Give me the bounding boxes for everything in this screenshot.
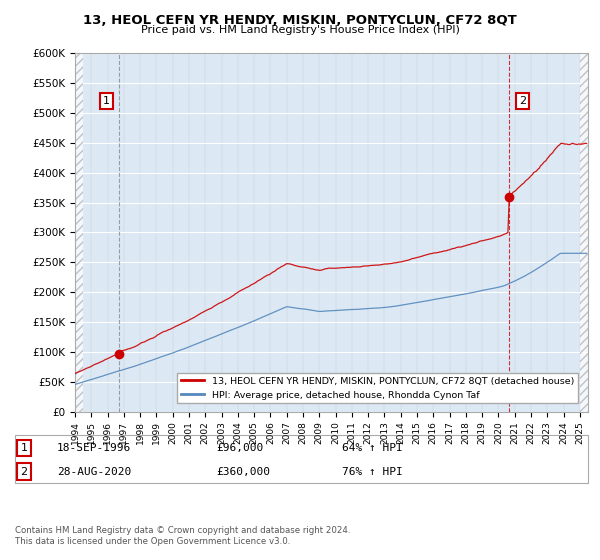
Text: £96,000: £96,000 <box>216 443 263 453</box>
Text: 1: 1 <box>20 443 28 453</box>
Legend: 13, HEOL CEFN YR HENDY, MISKIN, PONTYCLUN, CF72 8QT (detached house), HPI: Avera: 13, HEOL CEFN YR HENDY, MISKIN, PONTYCLU… <box>177 373 578 403</box>
Text: 2: 2 <box>20 466 28 477</box>
Text: 18-SEP-1996: 18-SEP-1996 <box>57 443 131 453</box>
Text: 2: 2 <box>518 96 526 106</box>
Text: 76% ↑ HPI: 76% ↑ HPI <box>342 466 403 477</box>
Text: 28-AUG-2020: 28-AUG-2020 <box>57 466 131 477</box>
Text: £360,000: £360,000 <box>216 466 270 477</box>
Text: 1: 1 <box>103 96 110 106</box>
Text: Price paid vs. HM Land Registry's House Price Index (HPI): Price paid vs. HM Land Registry's House … <box>140 25 460 35</box>
Text: 64% ↑ HPI: 64% ↑ HPI <box>342 443 403 453</box>
Text: Contains HM Land Registry data © Crown copyright and database right 2024.
This d: Contains HM Land Registry data © Crown c… <box>15 526 350 546</box>
Text: 13, HEOL CEFN YR HENDY, MISKIN, PONTYCLUN, CF72 8QT: 13, HEOL CEFN YR HENDY, MISKIN, PONTYCLU… <box>83 14 517 27</box>
